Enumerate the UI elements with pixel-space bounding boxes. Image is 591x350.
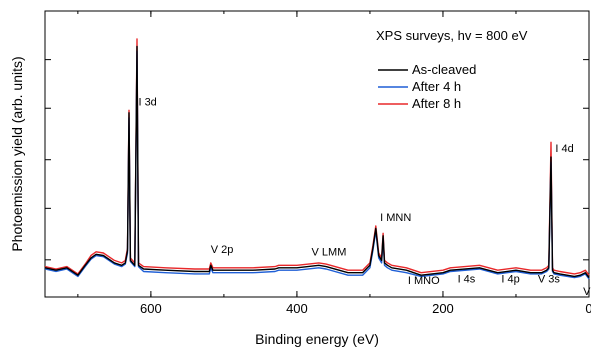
plot-frame [44,10,590,298]
series-group [44,38,590,280]
series-line-after-4-h [44,50,590,280]
series-line-after-8-h [44,38,590,276]
legend-label-after-4h: After 4 h [412,79,461,94]
annotation-label: V LMM [312,246,347,258]
x-ticks: 600 400 200 0 [77,11,591,316]
annotation-label: V 2p [211,244,234,256]
annotation-label: I MNN [380,212,411,224]
annotations: I 3d V 2p V LMM I MNN I MNO I 4s I 4p V 3s I 4d V… [138,96,591,297]
x-tick-label: 400 [286,301,308,316]
annotation-label: VB [583,286,591,298]
legend-label-after-8h: After 8 h [412,96,461,111]
annotation-label: I 4p [501,274,519,286]
x-tick-label: 200 [432,301,454,316]
annotation-label: I MNO [408,275,440,287]
x-tick-label: 0 [585,301,591,316]
legend: As-cleaved After 4 h After 8 h [378,62,476,111]
legend-label-as-cleaved: As-cleaved [412,62,476,77]
annotation-label: I 4d [555,143,573,155]
annotation-label: I 4s [458,274,476,286]
annotation-label: I 3d [138,96,156,108]
x-tick-label: 600 [140,301,162,316]
series-line-as-cleaved [44,45,590,279]
y-ticks [45,59,589,261]
y-axis-label: Photoemission yield (arb. units) [9,56,25,251]
chart-title: XPS surveys, hv = 800 eV [376,28,528,43]
annotation-label: V 3s [538,274,561,286]
x-axis-label: Binding energy (eV) [255,331,379,347]
